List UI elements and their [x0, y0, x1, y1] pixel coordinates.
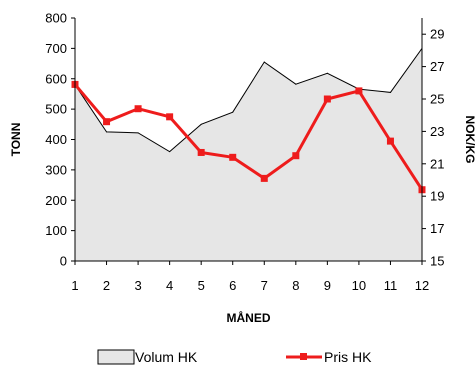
legend-label-pris: Pris HK [324, 349, 372, 365]
area-point-volum [389, 91, 391, 93]
line-point-pris [260, 174, 268, 182]
right-tick-label: 15 [430, 254, 444, 269]
left-tick-label: 800 [45, 11, 67, 26]
x-tick-label: 8 [292, 278, 299, 293]
left-tick-label: 300 [45, 162, 67, 177]
right-axis-title: NOK/KG [463, 116, 476, 164]
legend-swatch-volum [97, 349, 135, 365]
x-tick-label: 10 [352, 278, 366, 293]
line-point-pris [323, 95, 331, 103]
x-tick-label: 9 [324, 278, 331, 293]
area-point-volum [106, 131, 108, 133]
right-tick-label: 21 [430, 156, 444, 171]
x-tick-label: 1 [71, 278, 78, 293]
x-tick-label: 3 [134, 278, 141, 293]
line-point-pris [134, 105, 142, 113]
left-tick-label: 200 [45, 193, 67, 208]
line-point-pris [166, 113, 174, 121]
x-axis-title: MÅNED [227, 310, 271, 325]
line-point-pris [229, 153, 237, 161]
area-point-volum [200, 123, 202, 125]
x-tick-label: 2 [103, 278, 110, 293]
area-point-volum [263, 61, 265, 63]
line-point-pris [103, 118, 111, 126]
area-point-volum [232, 111, 234, 113]
area-point-volum [169, 151, 171, 153]
left-tick-label: 400 [45, 132, 67, 147]
x-tick-label: 11 [384, 278, 398, 293]
line-point-pris [292, 152, 300, 160]
line-point-pris [386, 137, 394, 145]
right-tick-label: 23 [430, 124, 444, 139]
right-tick-label: 17 [430, 221, 444, 236]
area-fill-volum [75, 48, 422, 261]
legend: Volum HK Pris HK [97, 349, 372, 365]
left-tick-label: 100 [45, 223, 67, 238]
right-tick-label: 27 [430, 59, 444, 74]
area-series-group [75, 47, 422, 261]
x-tick-label: 12 [415, 278, 429, 293]
right-tick-label: 19 [430, 189, 444, 204]
right-tick-label: 25 [430, 92, 444, 107]
line-pris [73, 83, 424, 191]
area-point-volum [137, 132, 139, 134]
left-tick-label: 500 [45, 102, 67, 117]
x-tick-label: 5 [198, 278, 205, 293]
area-outline-volum [75, 48, 422, 153]
x-tick-label: 7 [261, 278, 268, 293]
area-point-volum [295, 83, 297, 85]
legend-marker-pris [300, 353, 307, 360]
right-tick-label: 29 [430, 27, 444, 42]
legend-label-volum: Volum HK [135, 349, 198, 365]
line-point-pris [197, 148, 205, 156]
area-point-volum [326, 72, 328, 74]
left-tick-label: 0 [60, 254, 67, 269]
line-point-pris [355, 87, 363, 95]
ticks-group: 0100200300400500600700800151719212325272… [45, 11, 444, 294]
x-tick-label: 4 [166, 278, 173, 293]
left-tick-label: 600 [45, 71, 67, 86]
left-axis-title: TONN [9, 123, 23, 157]
x-tick-label: 6 [229, 278, 236, 293]
left-tick-label: 700 [45, 41, 67, 56]
